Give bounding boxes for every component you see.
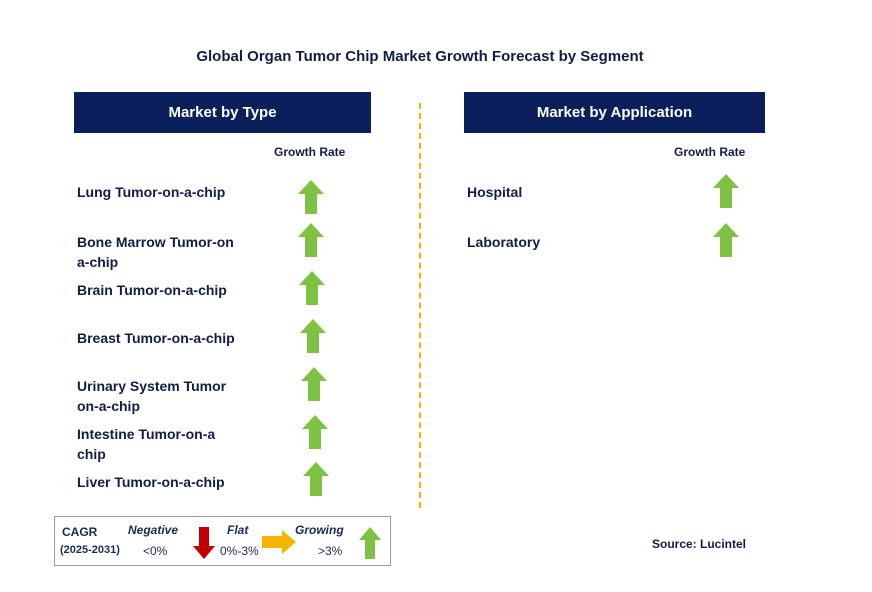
application-growth-rate-label: Growth Rate [674,145,746,159]
legend-negative-label: Negative [128,523,179,537]
panel-divider [419,103,421,508]
type-item-liver: Liver Tumor-on-a-chip [77,474,225,490]
growing-arrow-icon [300,319,326,353]
growing-arrow-icon [713,174,739,208]
legend-growing-label: Growing [295,523,344,537]
type-growth-rate-label: Growth Rate [274,145,346,159]
legend-flat-label: Flat [227,523,249,537]
flat-arrow-icon [262,530,296,554]
growing-arrow-icon [299,271,325,305]
application-panel-header: Market by Application [464,92,765,133]
source-label: Source: Lucintel [652,537,747,551]
growing-arrow-icon [359,527,381,559]
legend-negative-range: <0% [143,544,168,558]
growing-arrow-icon [303,462,329,496]
legend-period: (2025-2031) [60,544,120,556]
type-item-breast: Breast Tumor-on-a-chip [77,330,235,346]
type-item-brain: Brain Tumor-on-a-chip [77,282,227,298]
application-item-hospital: Hospital [467,184,523,200]
page-title: Global Organ Tumor Chip Market Growth Fo… [196,48,644,65]
growing-arrow-icon [298,180,324,214]
type-item-intestine: Intestine Tumor-on-a chip [77,426,216,462]
growing-arrow-icon [298,223,324,257]
type-item-urinary: Urinary System Tumor on-a-chip [77,378,227,414]
type-item-bone-marrow: Bone Marrow Tumor-on a-chip [77,234,234,270]
growing-arrow-icon [301,367,327,401]
legend: CAGR (2025-2031) Negative <0% Flat 0%-3%… [54,516,391,566]
growing-arrow-icon [302,415,328,449]
application-item-laboratory: Laboratory [467,234,541,250]
legend-flat-range: 0%-3% [220,544,259,558]
type-item-lung: Lung Tumor-on-a-chip [77,184,226,200]
negative-arrow-icon [193,527,215,559]
legend-cagr: CAGR [62,525,98,539]
legend-growing-range: >3% [318,544,343,558]
growing-arrow-icon [713,223,739,257]
type-panel-header: Market by Type [74,92,371,133]
